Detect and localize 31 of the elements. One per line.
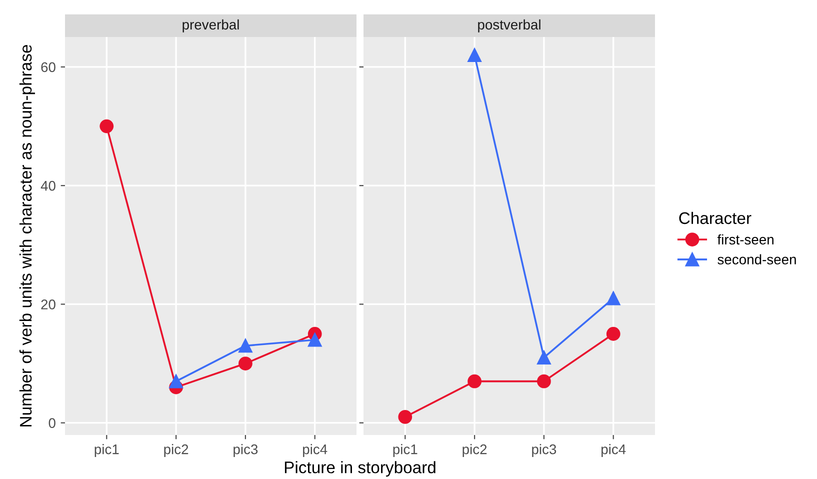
x-tick-label: pic1	[94, 444, 119, 457]
y-tick-label: 20	[41, 300, 56, 310]
point	[606, 326, 620, 341]
point	[468, 48, 482, 62]
point	[238, 338, 252, 353]
point	[537, 350, 551, 365]
y-tick-label: 40	[40, 180, 56, 191]
y-axis-title: Number of verb units with character as noun-phrase	[19, 44, 35, 426]
point	[100, 119, 114, 134]
point	[398, 410, 412, 424]
point	[606, 291, 620, 306]
x-tick-label: pic2	[164, 444, 188, 457]
y-tick-label: 0	[48, 418, 56, 428]
chart-title: postverbal	[478, 19, 540, 32]
y-tick-label: 60	[41, 62, 56, 72]
chart-title: preverbal	[182, 19, 239, 32]
point	[468, 374, 482, 388]
point	[537, 374, 551, 388]
x-axis-title: Picture in storyboard	[284, 461, 436, 477]
x-tick-label: pic1	[393, 444, 418, 457]
x-tick-label: pic3	[234, 444, 258, 457]
legend-label: first-seen	[717, 234, 774, 245]
x-tick-label: pic4	[602, 444, 626, 457]
x-tick-label: pic4	[303, 444, 328, 457]
point	[169, 374, 183, 388]
x-tick-label: pic2	[462, 444, 487, 457]
point	[308, 332, 322, 347]
legend-title: Character	[679, 212, 752, 224]
point	[238, 356, 252, 370]
legend-label: second-seen	[718, 254, 796, 264]
x-tick-label: pic3	[532, 444, 556, 457]
